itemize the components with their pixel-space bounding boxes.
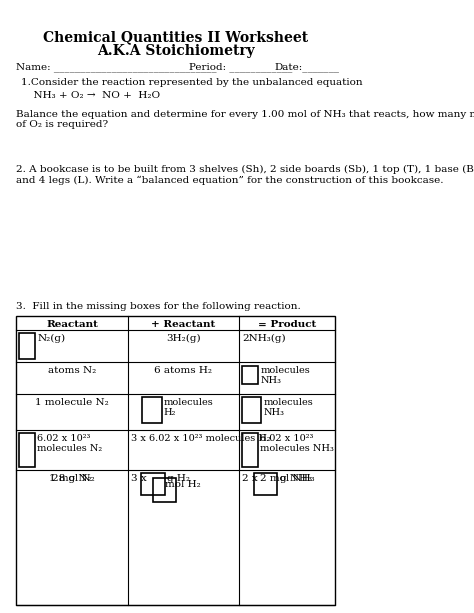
Text: Balance the equation and determine for every 1.00 mol of NH₃ that reacts, how ma: Balance the equation and determine for e…	[16, 110, 474, 129]
Bar	[242, 433, 258, 467]
Text: 3.  Fill in the missing boxes for the following reaction.: 3. Fill in the missing boxes for the fol…	[16, 302, 301, 311]
Text: 1 molecule N₂: 1 molecule N₂	[35, 398, 109, 407]
Bar	[242, 397, 261, 423]
Bar	[141, 473, 164, 495]
Text: 3 x: 3 x	[131, 474, 147, 483]
Text: Chemical Quantities II Worksheet: Chemical Quantities II Worksheet	[43, 30, 308, 44]
Text: Date:_______: Date:_______	[274, 62, 339, 72]
Bar	[16, 316, 335, 605]
Text: 1 mol N₂: 1 mol N₂	[49, 474, 95, 483]
Text: g H₂: g H₂	[167, 474, 190, 483]
Bar	[242, 366, 258, 384]
Text: NH₃ + O₂ →  NO +  H₂O: NH₃ + O₂ → NO + H₂O	[27, 91, 160, 100]
Bar	[18, 433, 35, 467]
Text: Name: _______________________________: Name: _______________________________	[16, 62, 217, 72]
Text: 2 mol NH₃: 2 mol NH₃	[260, 474, 314, 483]
Text: 2NH₃(g): 2NH₃(g)	[242, 334, 286, 343]
Text: g NH₃: g NH₃	[280, 474, 311, 483]
Text: Reactant: Reactant	[46, 320, 98, 329]
Text: 1.Consider the reaction represented by the unbalanced equation: 1.Consider the reaction represented by t…	[21, 78, 363, 87]
Text: 6.02 x 10²³
molecules N₂: 6.02 x 10²³ molecules N₂	[37, 434, 102, 454]
Text: 2. A bookcase is to be built from 3 shelves (Sh), 2 side boards (Sb), 1 top (T),: 2. A bookcase is to be built from 3 shel…	[16, 165, 474, 185]
Text: 6 atoms H₂: 6 atoms H₂	[154, 366, 212, 375]
Text: + Reactant: + Reactant	[151, 320, 215, 329]
Bar	[254, 473, 277, 495]
Text: N₂(g): N₂(g)	[38, 334, 66, 343]
Text: 28 g N₂: 28 g N₂	[52, 474, 92, 483]
Bar	[18, 333, 35, 359]
Text: 2 x: 2 x	[242, 474, 258, 483]
Bar	[142, 397, 162, 423]
Text: atoms N₂: atoms N₂	[48, 366, 96, 375]
Text: molecules
NH₃: molecules NH₃	[260, 366, 310, 386]
Bar	[154, 478, 176, 502]
Text: 6.02 x 10²³
molecules NH₃: 6.02 x 10²³ molecules NH₃	[260, 434, 334, 454]
Text: = Product: = Product	[258, 320, 316, 329]
Text: molecules
NH₃: molecules NH₃	[263, 398, 313, 417]
Text: Period: ____________: Period: ____________	[189, 62, 292, 72]
Text: 3 x 6.02 x 10²³ molecules H₂: 3 x 6.02 x 10²³ molecules H₂	[131, 434, 271, 443]
Text: 3H₂(g): 3H₂(g)	[166, 334, 201, 343]
Text: A.K.A Stoichiometry: A.K.A Stoichiometry	[97, 44, 255, 58]
Text: mol H₂: mol H₂	[165, 480, 201, 489]
Text: molecules
H₂: molecules H₂	[164, 398, 214, 417]
